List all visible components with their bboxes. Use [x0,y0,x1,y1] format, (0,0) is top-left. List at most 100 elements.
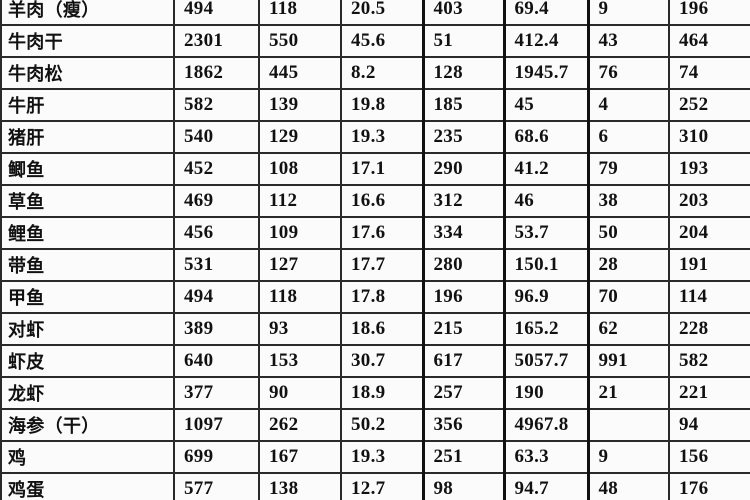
value-cell: 93 [258,312,342,346]
food-name-cell: 牛肉干 [0,24,175,58]
value-cell: 129 [258,120,342,154]
value-cell: 456 [173,216,260,250]
table-row: 牛肝 582 139 19.8 185 45 4 252 [0,88,750,122]
value-cell: 45.6 [340,24,424,58]
value-cell: 17.6 [340,216,424,250]
value-cell: 17.7 [340,248,424,282]
value-cell: 193 [668,152,750,186]
table-row: 羊肉（瘦） 494 118 20.5 403 69.4 9 196 [0,0,750,26]
value-cell: 118 [258,0,342,26]
value-cell: 165.2 [502,312,589,346]
food-name-cell: 带鱼 [0,248,175,282]
value-cell: 12.7 [340,472,424,500]
value-cell: 63.3 [502,440,589,474]
table-row: 鸡 699 167 19.3 251 63.3 9 156 [0,440,750,474]
food-name-cell: 草鱼 [0,184,175,218]
value-cell: 94.7 [502,472,589,500]
food-name-cell: 对虾 [0,312,175,346]
value-cell: 18.9 [340,376,424,410]
value-cell: 38 [586,184,670,218]
food-name-cell: 猪肝 [0,120,175,154]
value-cell: 257 [421,376,505,410]
value-cell: 196 [421,280,505,314]
value-cell: 185 [421,88,505,122]
food-name-cell: 虾皮 [0,344,175,378]
value-cell: 30.7 [340,344,424,378]
value-cell: 550 [258,24,342,58]
table-row: 龙虾 377 90 18.9 257 190 21 221 [0,376,750,410]
value-cell: 452 [173,152,260,186]
value-cell: 377 [173,376,260,410]
value-cell: 290 [421,152,505,186]
value-cell: 215 [421,312,505,346]
value-cell: 118 [258,280,342,314]
value-cell: 19.8 [340,88,424,122]
value-cell: 991 [586,344,670,378]
value-cell: 464 [668,24,750,58]
value-cell: 1097 [173,408,260,442]
value-cell: 617 [421,344,505,378]
value-cell: 403 [421,0,505,26]
value-cell: 128 [421,56,505,90]
value-cell: 19.3 [340,440,424,474]
value-cell: 156 [668,440,750,474]
value-cell: 74 [668,56,750,90]
value-cell: 69.4 [502,0,589,26]
value-cell: 16.6 [340,184,424,218]
value-cell: 280 [421,248,505,282]
value-cell: 582 [173,88,260,122]
value-cell: 334 [421,216,505,250]
table-row: 牛肉松 1862 445 8.2 128 1945.7 76 74 [0,56,750,90]
value-cell: 1945.7 [502,56,589,90]
value-cell: 196 [668,0,750,26]
food-name-cell: 牛肉松 [0,56,175,90]
value-cell: 190 [502,376,589,410]
value-cell: 19.3 [340,120,424,154]
table-row: 甲鱼 494 118 17.8 196 96.9 70 114 [0,280,750,314]
value-cell: 445 [258,56,342,90]
value-cell: 531 [173,248,260,282]
table-row: 鲫鱼 452 108 17.1 290 41.2 79 193 [0,152,750,186]
value-cell: 43 [586,24,670,58]
value-cell: 90 [258,376,342,410]
value-cell: 20.5 [340,0,424,26]
value-cell: 109 [258,216,342,250]
value-cell: 640 [173,344,260,378]
value-cell: 203 [668,184,750,218]
value-cell: 4967.8 [502,408,589,442]
value-cell: 1862 [173,56,260,90]
value-cell: 70 [586,280,670,314]
value-cell: 577 [173,472,260,500]
value-cell: 5057.7 [502,344,589,378]
value-cell: 114 [668,280,750,314]
value-cell: 262 [258,408,342,442]
value-cell: 582 [668,344,750,378]
value-cell: 312 [421,184,505,218]
value-cell: 46 [502,184,589,218]
value-cell: 17.1 [340,152,424,186]
value-cell: 494 [173,280,260,314]
value-cell: 204 [668,216,750,250]
value-cell: 41.2 [502,152,589,186]
value-cell: 9 [586,0,670,26]
value-cell: 139 [258,88,342,122]
value-cell: 18.6 [340,312,424,346]
food-name-cell: 甲鱼 [0,280,175,314]
value-cell: 176 [668,472,750,500]
value-cell: 50.2 [340,408,424,442]
food-name-cell: 鸡蛋 [0,472,175,500]
value-cell: 127 [258,248,342,282]
value-cell: 138 [258,472,342,500]
value-cell: 94 [668,408,750,442]
value-cell: 235 [421,120,505,154]
value-cell: 469 [173,184,260,218]
value-cell: 17.8 [340,280,424,314]
value-cell: 252 [668,88,750,122]
value-cell: 389 [173,312,260,346]
value-cell: 48 [586,472,670,500]
value-cell: 6 [586,120,670,154]
value-cell: 98 [421,472,505,500]
food-name-cell: 鲤鱼 [0,216,175,250]
